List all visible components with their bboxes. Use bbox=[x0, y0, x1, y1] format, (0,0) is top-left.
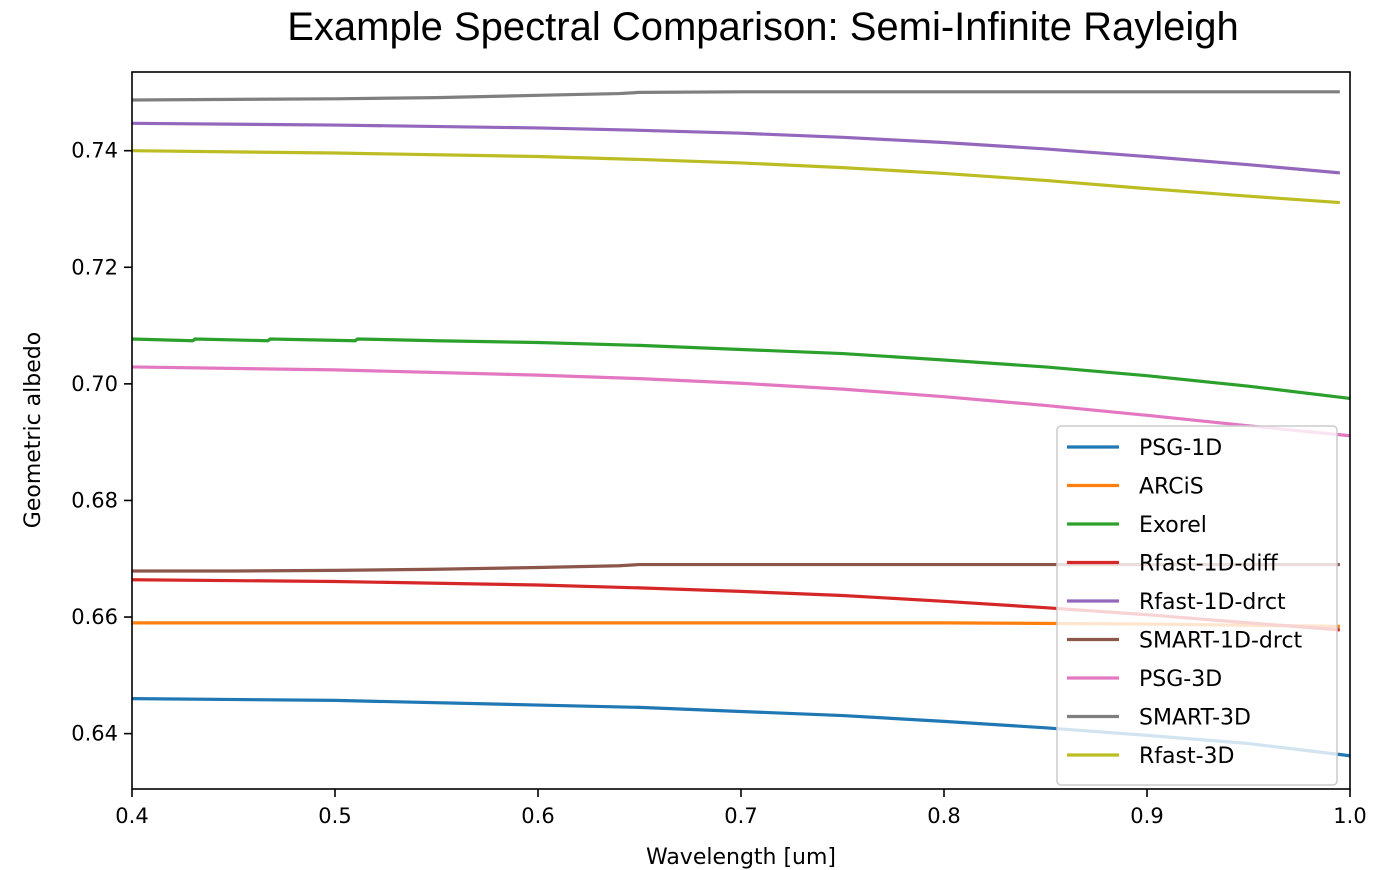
legend: PSG-1D ARCiS Exorel Rfast-1D-diff Rfast-1D-d… bbox=[1056, 425, 1338, 786]
x-tick-label: 0.9 bbox=[1130, 804, 1163, 828]
series-line-rfast-3d bbox=[131, 149, 1340, 205]
series-layer bbox=[131, 90, 1351, 758]
x-tick-label: 0.7 bbox=[724, 804, 757, 828]
series-line-smart-3d bbox=[131, 90, 1340, 102]
legend-label-smart-3d: SMART-3D bbox=[1139, 706, 1251, 731]
legend-label-smart-1d-drct: SMART-1D-drct bbox=[1139, 629, 1303, 654]
series-line-psg-3d bbox=[131, 365, 1351, 438]
x-tick-label: 0.4 bbox=[115, 804, 148, 828]
x-axis-label: Wavelength [um] bbox=[646, 845, 836, 870]
series-line-rfast-1d-drct bbox=[131, 121, 1340, 175]
x-tick-label: 1.0 bbox=[1333, 804, 1366, 828]
x-tick-label: 0.5 bbox=[318, 804, 351, 828]
legend-label-rfast-3d: Rfast-3D bbox=[1139, 744, 1234, 769]
legend-label-psg-1d: PSG-1D bbox=[1139, 436, 1222, 461]
y-tick-label: 0.66 bbox=[71, 605, 118, 629]
legend-label-psg-3d: PSG-3D bbox=[1139, 667, 1222, 692]
legend-label-exorel: Exorel bbox=[1139, 513, 1207, 538]
chart-title: Example Spectral Comparison: Semi-Infini… bbox=[287, 5, 1239, 49]
legend-label-rfast-1d-drct: Rfast-1D-drct bbox=[1139, 590, 1286, 615]
y-axis: 0.64 0.66 0.68 0.70 0.72 0.74 bbox=[71, 139, 132, 746]
x-axis: 0.4 0.5 0.6 0.7 0.8 0.9 1.0 bbox=[115, 789, 1367, 828]
x-tick-label: 0.6 bbox=[521, 804, 554, 828]
legend-label-arcis: ARCiS bbox=[1139, 475, 1204, 500]
series-line-exorel bbox=[131, 337, 1351, 401]
y-tick-label: 0.72 bbox=[71, 255, 118, 279]
y-tick-label: 0.74 bbox=[71, 139, 118, 163]
y-tick-label: 0.64 bbox=[71, 722, 118, 746]
y-tick-label: 0.68 bbox=[71, 488, 118, 512]
x-tick-label: 0.8 bbox=[927, 804, 960, 828]
y-axis-label: Geometric albedo bbox=[21, 332, 46, 528]
legend-box bbox=[1056, 425, 1338, 786]
y-tick-label: 0.70 bbox=[71, 372, 118, 396]
legend-label-rfast-1d-diff: Rfast-1D-diff bbox=[1139, 552, 1278, 577]
